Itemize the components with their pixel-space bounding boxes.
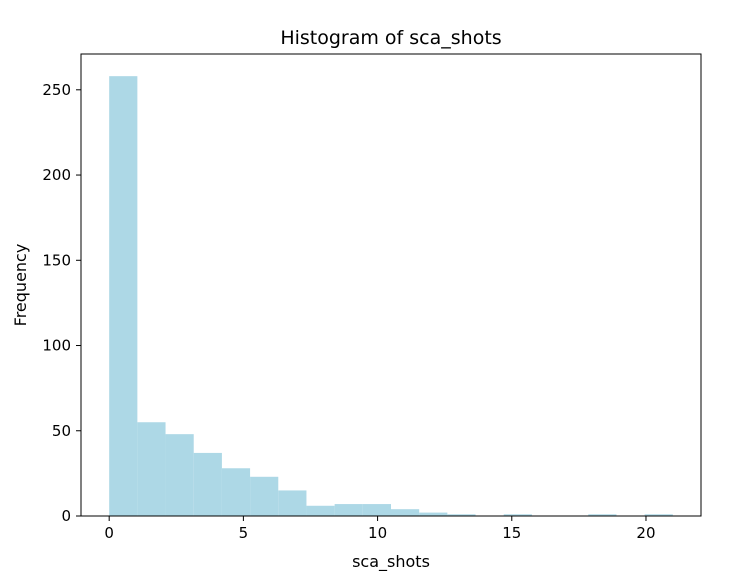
- plot-frame: [80, 53, 702, 517]
- bars-group: [109, 76, 673, 517]
- histogram-bar: [419, 512, 448, 516]
- histogram-bar: [193, 452, 222, 516]
- y-tick-label: 0: [61, 507, 71, 525]
- y-tick-label: 200: [42, 166, 71, 184]
- chart-title: Histogram of sca_shots: [280, 27, 501, 49]
- histogram-bar: [447, 514, 476, 516]
- y-tick-label: 50: [52, 422, 71, 440]
- y-ticks-group: 0 50 100 150 200 250: [42, 81, 81, 525]
- histogram-bar: [250, 476, 279, 516]
- y-tick-label: 250: [42, 81, 71, 99]
- x-tick-label: 0: [104, 524, 114, 542]
- histogram-bar: [503, 514, 532, 516]
- histogram-bar: [221, 468, 251, 516]
- y-axis-label: Frequency: [11, 244, 30, 327]
- y-tick-label: 150: [42, 251, 71, 269]
- histogram-bar: [362, 504, 391, 516]
- x-axis-label: sca_shots: [352, 552, 430, 572]
- x-ticks-group: 0 5 10 15 20: [104, 516, 656, 542]
- histogram-bar: [334, 504, 363, 516]
- histogram-bar: [306, 505, 335, 516]
- x-tick-label: 20: [636, 524, 655, 542]
- histogram-bar: [391, 509, 420, 516]
- histogram-bar: [165, 434, 194, 516]
- y-tick-label: 100: [42, 337, 71, 355]
- histogram-bar: [137, 422, 166, 516]
- x-tick-label: 15: [502, 524, 521, 542]
- histogram-bar: [588, 514, 617, 516]
- histogram-bar: [278, 490, 307, 516]
- histogram-bar: [109, 76, 138, 517]
- x-tick-label: 10: [368, 524, 387, 542]
- histogram-bar: [644, 514, 673, 516]
- x-tick-label: 5: [239, 524, 249, 542]
